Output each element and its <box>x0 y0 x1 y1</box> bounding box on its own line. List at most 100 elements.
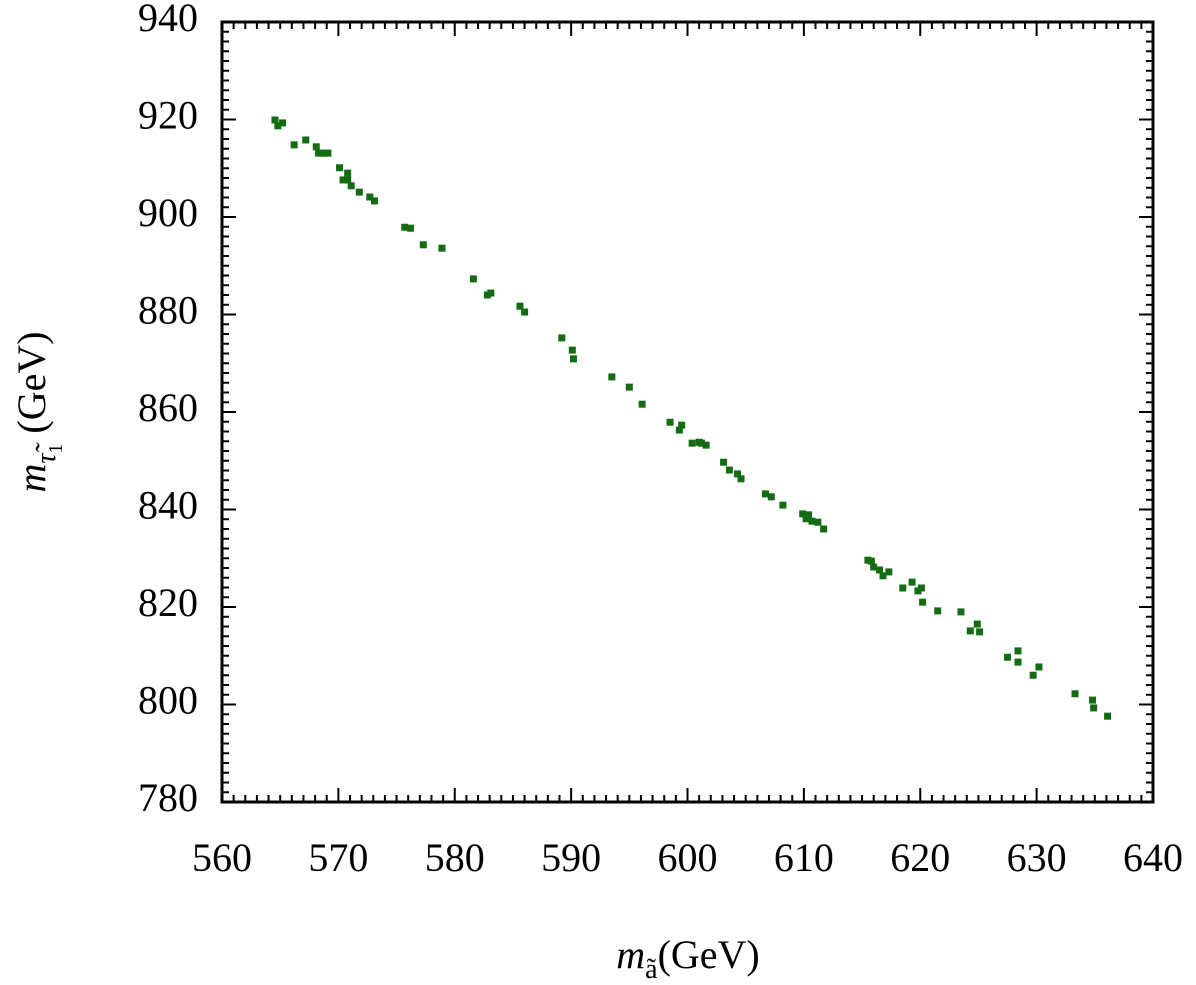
point <box>608 373 616 381</box>
point <box>638 400 646 408</box>
point <box>761 490 769 498</box>
point <box>1104 712 1112 720</box>
point <box>876 566 884 574</box>
point <box>720 458 728 466</box>
point <box>569 355 577 363</box>
point <box>820 525 828 533</box>
point <box>805 511 813 519</box>
point <box>469 275 477 283</box>
point <box>870 563 878 571</box>
y-tick-label: 920 <box>138 93 198 138</box>
point <box>324 149 332 157</box>
point <box>767 493 775 501</box>
plot-frame <box>220 20 1155 804</box>
point <box>279 119 287 127</box>
point <box>725 466 733 474</box>
point <box>934 607 942 615</box>
point <box>808 517 816 525</box>
point <box>438 244 446 252</box>
y-title-base: m <box>9 464 54 493</box>
point <box>678 421 686 429</box>
point <box>867 557 875 565</box>
point <box>917 584 925 592</box>
point <box>290 141 298 149</box>
point <box>966 627 974 635</box>
point <box>370 197 378 205</box>
point <box>568 346 576 354</box>
point <box>814 518 822 526</box>
x-title-sub: ã <box>645 954 658 985</box>
point <box>737 475 745 483</box>
point <box>516 302 524 310</box>
point <box>344 176 352 184</box>
x-title-unit: (GeV) <box>658 932 760 977</box>
x-tick-label: 640 <box>1123 835 1183 880</box>
point <box>666 418 674 426</box>
point <box>274 122 282 130</box>
x-tick-label: 630 <box>1007 835 1067 880</box>
point <box>1035 663 1043 671</box>
point <box>1088 696 1096 704</box>
point <box>1014 647 1022 655</box>
y-tick-label: 860 <box>138 385 198 430</box>
x-title-base: m <box>616 932 645 977</box>
point <box>899 584 907 592</box>
point <box>1090 704 1098 712</box>
point <box>347 182 355 190</box>
point <box>1004 653 1012 661</box>
y-tick-label: 800 <box>138 678 198 723</box>
y-title-unit: (GeV) <box>9 331 54 433</box>
point <box>879 572 887 580</box>
point <box>315 149 323 157</box>
point <box>558 334 566 342</box>
x-tick-label: 570 <box>308 835 368 880</box>
x-tick-label: 610 <box>774 835 834 880</box>
point <box>908 578 916 586</box>
y-tick-label: 940 <box>138 0 198 40</box>
x-tick-label: 580 <box>425 835 485 880</box>
point <box>355 188 363 196</box>
point <box>339 176 347 184</box>
point <box>336 164 344 172</box>
y-tick-label: 820 <box>138 580 198 625</box>
point <box>734 470 742 478</box>
point <box>401 223 409 231</box>
point <box>799 510 807 518</box>
point <box>702 441 710 449</box>
point <box>344 169 352 177</box>
point <box>625 383 633 391</box>
y-tick-label: 880 <box>138 288 198 333</box>
point <box>521 308 529 316</box>
point <box>271 116 279 124</box>
point <box>487 289 495 297</box>
x-tick-label: 620 <box>890 835 950 880</box>
point <box>1071 690 1079 698</box>
point <box>366 193 374 201</box>
point <box>885 568 893 576</box>
x-tick-label: 590 <box>541 835 601 880</box>
point <box>312 143 320 151</box>
point <box>302 136 310 144</box>
point <box>973 620 981 628</box>
point <box>779 501 787 509</box>
point <box>919 598 927 606</box>
point <box>419 241 427 249</box>
point <box>957 608 965 616</box>
point <box>688 439 696 447</box>
point <box>1029 671 1037 679</box>
x-tick-label: 560 <box>192 835 252 880</box>
point <box>1014 658 1022 666</box>
x-tick-label: 600 <box>658 835 718 880</box>
y-tick-label: 780 <box>138 775 198 820</box>
y-tick-label: 840 <box>138 483 198 528</box>
y-title-subsub: 1 <box>45 444 67 454</box>
y-tick-label: 900 <box>138 190 198 235</box>
point <box>802 515 810 523</box>
x-axis-title: mã(GeV) <box>616 932 760 985</box>
point <box>697 439 705 447</box>
point <box>976 628 984 636</box>
y-axis-title: mτ̃1(GeV) <box>9 331 67 492</box>
point <box>675 426 683 434</box>
point <box>407 224 415 232</box>
